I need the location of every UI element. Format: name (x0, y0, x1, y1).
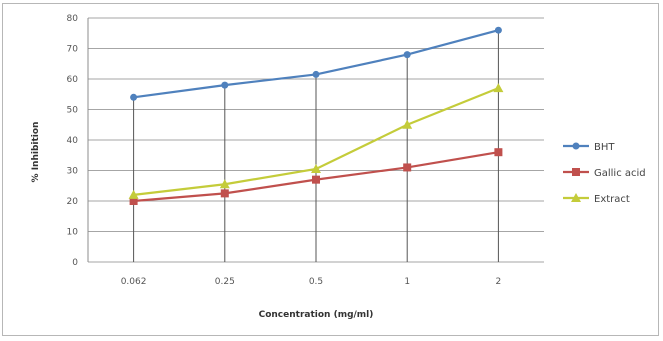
y-tick-label: 50 (67, 106, 79, 116)
legend-label: BHT (594, 142, 615, 153)
legend-marker (572, 168, 580, 176)
x-tick-label: 0.25 (215, 277, 235, 287)
data-point (219, 179, 230, 189)
data-point (129, 197, 138, 205)
y-tick-label: 80 (67, 14, 79, 24)
x-tick-label: 2 (496, 277, 502, 287)
data-point (130, 93, 138, 101)
data-point (493, 83, 504, 93)
x-tick-label: 0.5 (309, 277, 323, 287)
gridlines (87, 17, 544, 263)
legend-marker (572, 142, 580, 150)
legend: BHT Gallic acid Extract (563, 142, 646, 205)
y-tick-label: 0 (72, 258, 78, 268)
legend-item: BHT (563, 142, 615, 153)
series-lines (128, 26, 504, 205)
data-point (312, 70, 320, 78)
y-tick-label: 20 (67, 197, 79, 207)
y-axis-ticks: 0 10 20 30 40 50 60 70 80 (67, 14, 79, 268)
data-point (220, 189, 229, 198)
y-tick-label: 70 (67, 45, 79, 55)
data-point (403, 163, 412, 172)
data-point (403, 51, 411, 59)
legend-label: Gallic acid (594, 168, 646, 179)
data-point (312, 175, 320, 184)
x-tick-label: 1 (404, 277, 410, 287)
data-point (494, 26, 502, 34)
legend-marker (571, 193, 581, 202)
x-axis-ticks: 0.062 0.25 0.5 1 2 (121, 277, 502, 287)
data-point (221, 81, 229, 89)
x-axis-title: Concentration (mg/ml) (259, 310, 374, 320)
y-tick-label: 30 (67, 167, 79, 177)
data-point (494, 148, 503, 157)
y-tick-label: 60 (67, 75, 79, 85)
series-2 (128, 83, 504, 199)
y-axis-title: % Inhibition (31, 122, 41, 183)
y-tick-label: 10 (67, 228, 79, 238)
chart-frame (2, 3, 659, 336)
x-tick-label: 0.062 (121, 277, 147, 287)
y-tick-label: 40 (67, 136, 79, 146)
series-0 (130, 26, 502, 101)
series-1 (129, 148, 503, 205)
data-point (402, 119, 413, 129)
legend-item: Gallic acid (563, 168, 646, 179)
data-point (311, 163, 321, 173)
legend-label: Extract (594, 194, 630, 205)
data-point (128, 189, 139, 199)
legend-item: Extract (563, 193, 630, 205)
